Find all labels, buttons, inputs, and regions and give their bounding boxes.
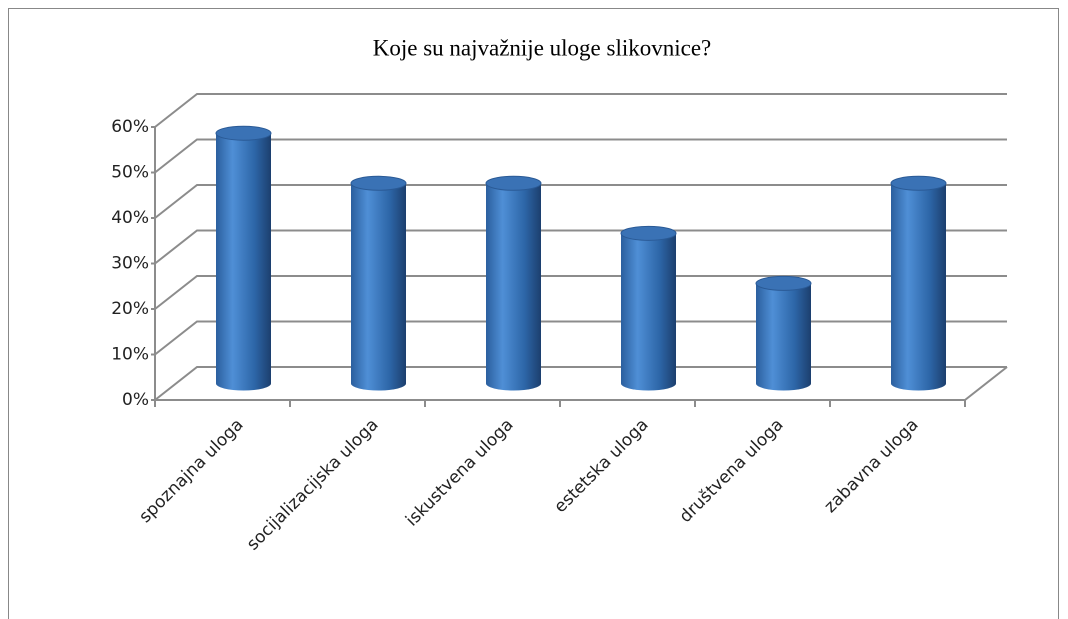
bar bbox=[756, 283, 811, 384]
grid-line bbox=[154, 93, 1007, 128]
bar bbox=[486, 183, 541, 384]
y-tick-label: 30% bbox=[111, 254, 149, 274]
y-tick-label: 0% bbox=[122, 390, 149, 410]
bar bbox=[891, 183, 946, 384]
bar-top bbox=[890, 175, 947, 191]
bar-top bbox=[350, 175, 407, 191]
grid-line bbox=[154, 229, 1007, 265]
y-tick-label: 50% bbox=[111, 163, 149, 183]
bar bbox=[621, 233, 676, 384]
grid-line bbox=[154, 366, 1007, 401]
y-tick-label: 40% bbox=[111, 208, 149, 228]
y-tick-label: 60% bbox=[111, 117, 149, 137]
y-tick-label: 20% bbox=[111, 299, 149, 319]
grid-line bbox=[154, 138, 1007, 174]
bar-top bbox=[485, 175, 542, 191]
grid-line bbox=[154, 184, 1007, 219]
floor-edge bbox=[964, 366, 1008, 401]
grid-line bbox=[154, 320, 1007, 356]
bar-top bbox=[620, 225, 677, 241]
bar bbox=[351, 183, 406, 384]
bar bbox=[216, 133, 271, 384]
grid-line bbox=[154, 275, 1007, 310]
bar-top bbox=[755, 275, 812, 291]
y-tick-label: 10% bbox=[111, 345, 149, 365]
chart-title: Koje su najvažnije uloge slikovnice? bbox=[373, 35, 712, 60]
bar-top bbox=[215, 125, 272, 141]
